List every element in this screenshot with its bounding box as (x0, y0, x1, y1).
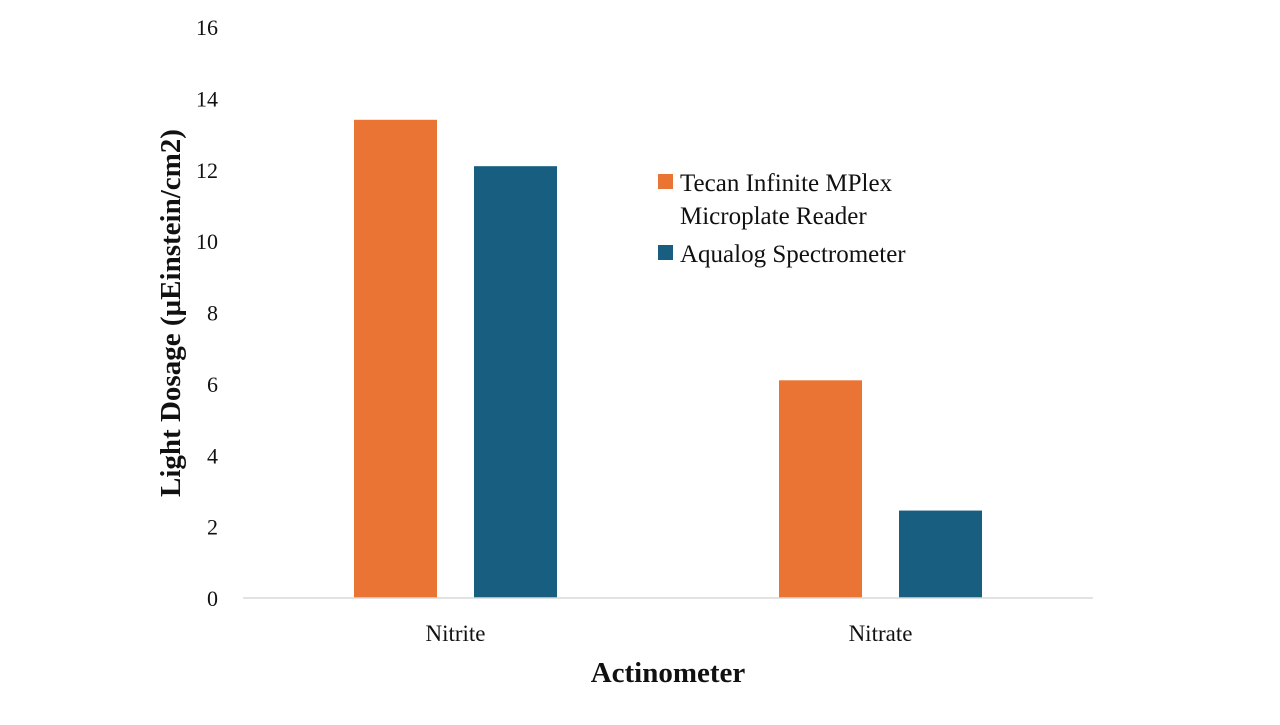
legend-swatch (658, 245, 673, 260)
y-tick-label: 0 (207, 586, 218, 611)
x-category-label: Nitrate (849, 621, 913, 646)
y-tick-label: 4 (207, 443, 218, 468)
y-axis-title: Light Dosage (µEinstein/cm2) (155, 129, 187, 497)
legend: Tecan Infinite MPlex Microplate Reader Aqu… (658, 170, 906, 268)
y-axis-ticks: 0 2 4 6 8 10 12 14 16 (196, 15, 218, 611)
y-tick-label: 2 (207, 515, 218, 540)
bar-nitrite-series-2 (474, 166, 557, 598)
y-tick-label: 6 (207, 372, 218, 397)
y-tick-label: 10 (196, 229, 218, 254)
legend-label: Aqualog Spectrometer (680, 241, 906, 268)
x-axis-categories: Nitrite Nitrate (425, 621, 912, 646)
y-tick-label: 12 (196, 158, 218, 183)
bars (354, 119, 982, 598)
x-category-label: Nitrite (425, 621, 485, 646)
bar-nitrite-series-1 (354, 119, 437, 598)
legend-label: Tecan Infinite MPlex (680, 170, 893, 197)
y-tick-label: 16 (196, 15, 218, 40)
y-tick-label: 14 (196, 86, 218, 111)
legend-label: Microplate Reader (680, 203, 867, 230)
y-tick-label: 8 (207, 301, 218, 326)
bar-nitrate-series-1 (779, 380, 862, 598)
x-axis-title: Actinometer (591, 657, 746, 689)
legend-swatch (658, 174, 673, 189)
bar-nitrate-series-2 (899, 510, 982, 598)
